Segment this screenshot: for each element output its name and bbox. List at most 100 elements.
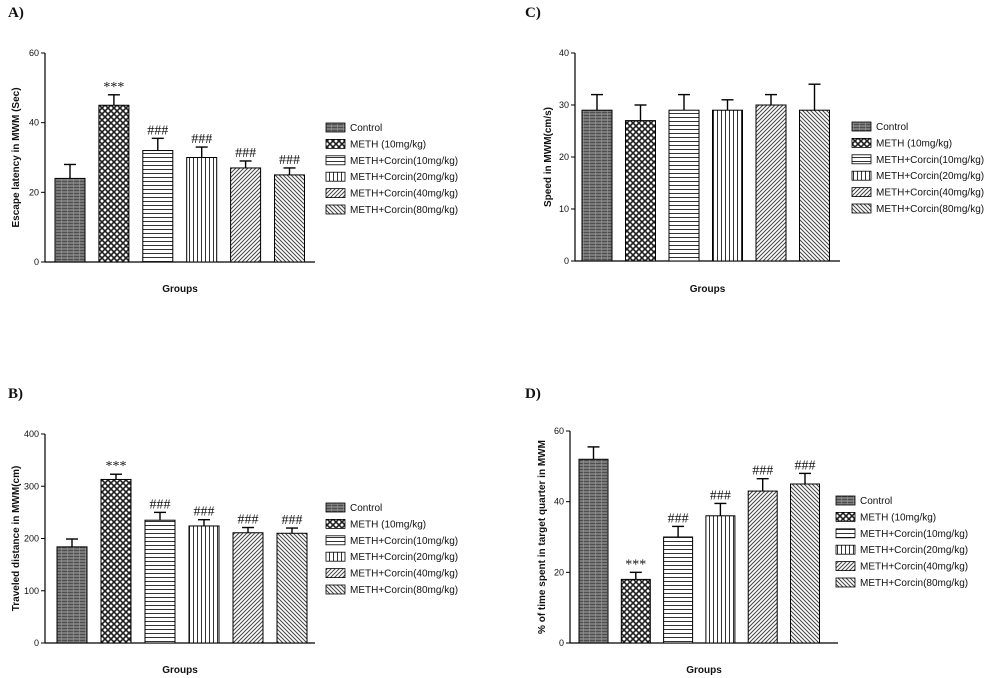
bar: [755, 104, 787, 262]
y-axis-title: Traveled distance in MWM(cm): [11, 466, 22, 612]
chart-panel: A) 0 20 40 60 Escape latency in MWM (Sec) Grou…: [8, 5, 458, 295]
y-tick-label: 0: [34, 257, 39, 267]
legend-swatch: [325, 584, 346, 595]
legend-label: Control: [876, 122, 908, 133]
legend-swatch: [835, 495, 856, 506]
legend-label: Control: [350, 503, 382, 514]
x-axis-title: Groups: [686, 665, 722, 676]
bar: [578, 458, 609, 644]
legend-swatch: [325, 519, 346, 529]
y-tick-label: 10: [559, 204, 569, 214]
legend: Control METH (10mg/kg) METH+Corcin(10mg/kg…: [325, 122, 458, 216]
legend-swatch: [835, 512, 856, 522]
significance-mark: ###: [238, 513, 259, 528]
x-axis-title: Groups: [162, 665, 198, 676]
legend-label: METH+Corcin(10mg/kg): [350, 156, 458, 167]
legend-label: METH+Corcin(20mg/kg): [350, 172, 458, 183]
legend-swatch: [325, 568, 346, 578]
significance-mark: ###: [191, 132, 212, 147]
legend-swatch: [835, 528, 856, 539]
y-tick-label: 60: [554, 426, 564, 436]
bar: [790, 483, 820, 644]
legend-swatch: [325, 535, 346, 546]
significance-mark: ###: [795, 458, 816, 473]
bar: [581, 109, 613, 262]
significance-mark: ###: [279, 153, 300, 168]
legend-swatch: [851, 121, 872, 132]
legend-swatch: [835, 561, 856, 571]
legend-label: METH (10mg/kg): [876, 138, 952, 149]
legend-label: METH+Corcin(40mg/kg): [876, 188, 984, 199]
significance-mark: ###: [194, 505, 215, 520]
bar: [230, 167, 262, 263]
legend-label: METH (10mg/kg): [350, 139, 426, 150]
bar: [188, 525, 220, 644]
legend-label: METH+Corcin(40mg/kg): [860, 562, 968, 573]
legend-swatch: [325, 155, 346, 166]
legend-swatch: [851, 187, 872, 198]
legend-label: METH+Corcin(20mg/kg): [876, 171, 984, 182]
bar: [705, 515, 736, 644]
y-tick-label: 200: [24, 534, 39, 544]
legend-label: METH+Corcin(80mg/kg): [350, 205, 458, 216]
bar: [276, 532, 308, 644]
legend-label: METH (10mg/kg): [860, 512, 936, 523]
y-tick-label: 100: [24, 586, 39, 596]
y-tick-label: 40: [554, 497, 564, 507]
legend-label: METH+Corcin(20mg/kg): [860, 545, 968, 556]
y-tick-label: 0: [34, 638, 39, 648]
bar: [625, 120, 656, 262]
legend-swatch: [851, 137, 872, 148]
panel-label: C): [525, 5, 541, 21]
legend-label: METH+Corcin(10mg/kg): [860, 529, 968, 540]
legend-label: METH+Corcin(80mg/kg): [876, 204, 984, 215]
significance-mark: ###: [668, 511, 689, 526]
y-tick-label: 40: [29, 118, 39, 128]
bar: [186, 157, 218, 263]
significance-mark: ***: [103, 80, 124, 95]
y-tick-label: 20: [554, 567, 564, 577]
significance-mark: ###: [147, 123, 168, 138]
legend-label: METH+Corcin(10mg/kg): [350, 536, 458, 547]
legend-swatch: [325, 188, 346, 199]
legend-label: METH (10mg/kg): [350, 519, 426, 530]
chart-panel: D) 0 20 40 60 % of time spent in target quart…: [525, 386, 968, 676]
bar: [144, 519, 176, 644]
chart-panel: C) 0 10 20 30 40 Speed in MWM(cm/s) Groups Contr…: [525, 5, 984, 295]
x-axis-title: Groups: [162, 284, 198, 295]
y-tick-label: 0: [559, 638, 564, 648]
bar: [98, 104, 130, 263]
panel-label: B): [8, 386, 23, 402]
significance-mark: ***: [625, 557, 646, 572]
legend-swatch: [325, 171, 346, 182]
legend-swatch: [325, 138, 346, 149]
legend-swatch: [325, 551, 346, 562]
y-tick-label: 60: [29, 48, 39, 58]
y-axis-title: Escape latency in MWM (Sec): [11, 87, 22, 227]
legend-label: METH+Corcin(80mg/kg): [860, 578, 968, 589]
legend-swatch: [325, 502, 346, 513]
bar: [620, 578, 651, 644]
legend-label: METH+Corcin(40mg/kg): [350, 569, 458, 580]
y-tick-label: 20: [29, 187, 39, 197]
y-tick-label: 20: [559, 152, 569, 162]
legend-label: METH+Corcin(80mg/kg): [350, 585, 458, 596]
legend: Control METH (10mg/kg) METH+Corcin(10mg/kg…: [835, 495, 968, 589]
legend-swatch: [325, 204, 346, 215]
significance-mark: ###: [282, 513, 303, 528]
legend: Control METH (10mg/kg) METH+Corcin(10mg/kg…: [851, 121, 984, 215]
bar: [142, 150, 174, 263]
legend-swatch: [851, 154, 872, 165]
legend-swatch: [851, 170, 872, 181]
legend-swatch: [851, 203, 872, 214]
significance-mark: ***: [106, 459, 127, 474]
panel-label: A): [8, 5, 24, 21]
bar: [100, 478, 132, 644]
y-tick-label: 0: [564, 256, 569, 266]
bar: [668, 109, 700, 262]
legend-label: METH+Corcin(10mg/kg): [876, 155, 984, 166]
legend-label: Control: [350, 123, 382, 134]
legend-swatch: [835, 577, 856, 588]
bar: [747, 490, 778, 644]
